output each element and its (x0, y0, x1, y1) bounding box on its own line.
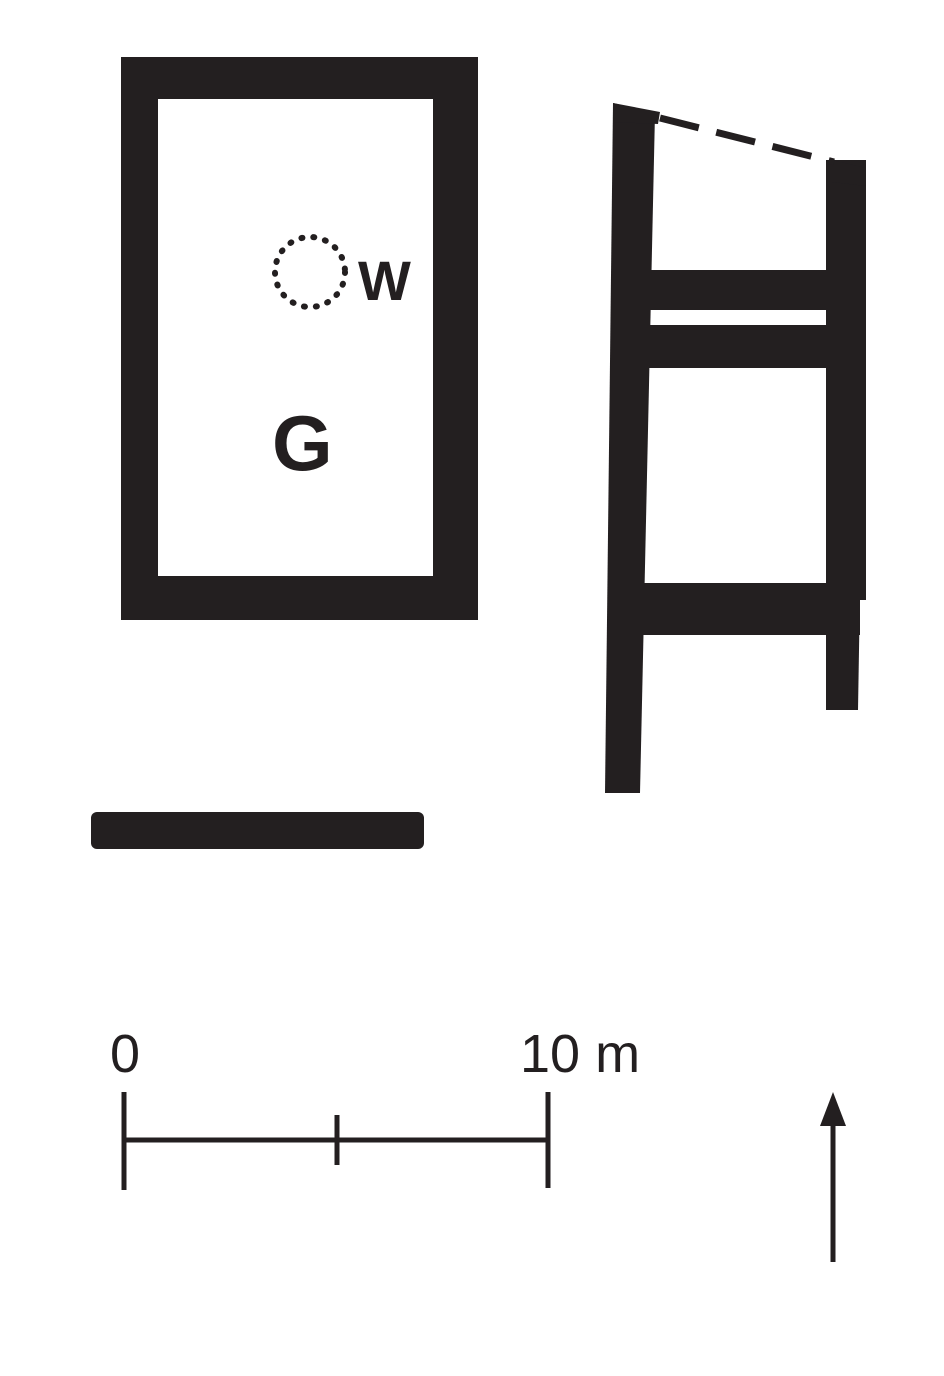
conjectured-north-wall (659, 114, 835, 166)
building-g-south-wall (121, 576, 478, 620)
building-g-east-wall (433, 57, 478, 620)
well-dotted-circle-icon (272, 234, 348, 310)
building-g (121, 57, 478, 620)
scale-bar (121, 1092, 551, 1190)
cross-wall-3 (613, 583, 860, 635)
room-label: G (272, 399, 333, 487)
cross-wall-2 (613, 325, 866, 368)
north-arrow-icon (820, 1092, 846, 1262)
eastern-building-east-wall-upper (826, 160, 866, 600)
scale-end-label: 10 m (520, 1024, 640, 1084)
cross-wall-1 (613, 270, 866, 310)
eastern-building-west-wall (605, 103, 655, 793)
detached-wall-segment (91, 812, 424, 849)
eastern-building-north-wall-stub (613, 103, 660, 124)
well-label: W (358, 249, 411, 312)
scale-start-label: 0 (110, 1024, 140, 1084)
eastern-building (605, 103, 866, 793)
building-g-north-wall (121, 57, 478, 99)
building-g-west-wall (121, 57, 158, 620)
eastern-building-ne-corner-stub (832, 160, 866, 186)
